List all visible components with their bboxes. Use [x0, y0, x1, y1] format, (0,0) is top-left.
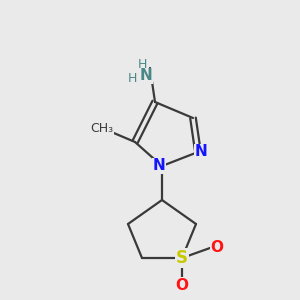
- Text: N: N: [140, 68, 152, 83]
- Text: N: N: [195, 145, 207, 160]
- Text: O: O: [176, 278, 188, 292]
- Text: N: N: [153, 158, 165, 173]
- Text: CH₃: CH₃: [90, 122, 114, 134]
- Text: H: H: [137, 58, 147, 71]
- Text: S: S: [176, 249, 188, 267]
- Text: O: O: [211, 241, 224, 256]
- Text: H: H: [127, 71, 137, 85]
